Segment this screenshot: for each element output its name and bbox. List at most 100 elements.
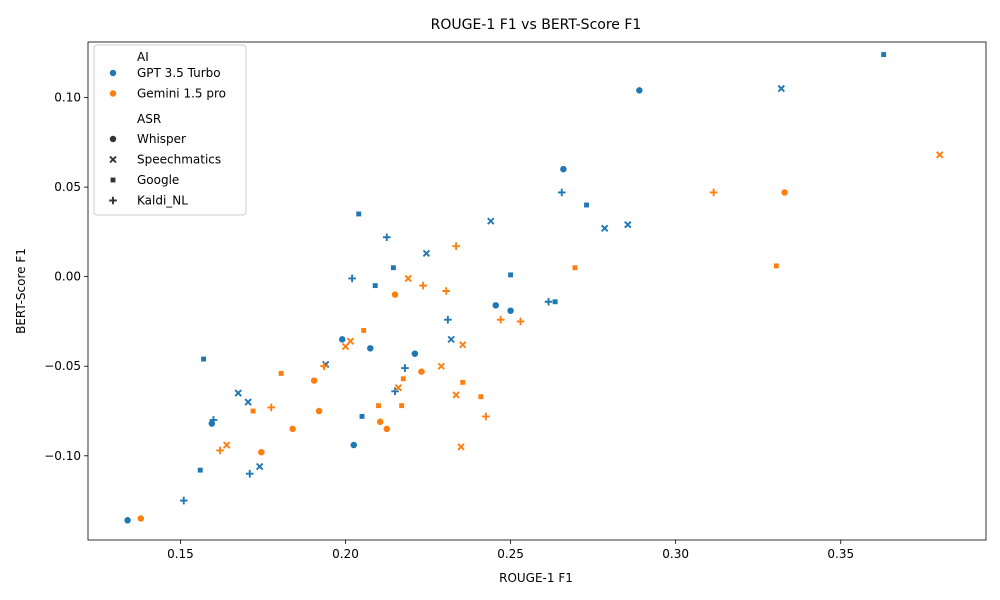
legend: AI GPT 3.5 Turbo Gemini 1.5 pro ASR Whisp…	[93, 44, 247, 216]
y-tick-label: 0.05	[54, 180, 81, 194]
data-point-circle	[376, 417, 385, 426]
data-point-circle	[123, 516, 132, 525]
data-point-square	[277, 370, 285, 377]
data-point-x	[244, 398, 252, 406]
data-point-circle	[288, 424, 297, 433]
data-point-square	[200, 355, 207, 363]
x-axis: 0.15 0.20 0.25 0.30 0.35	[167, 540, 854, 561]
data-point-circle	[338, 335, 347, 344]
legend-style-marker	[109, 155, 117, 164]
data-point-plus	[516, 317, 525, 326]
data-point-square	[552, 298, 559, 305]
data-point-square	[390, 264, 397, 271]
legend-style-label: Kaldi_NL	[137, 194, 188, 208]
x-tick-label: 0.20	[332, 547, 359, 561]
data-point-square	[459, 379, 466, 386]
data-point-square	[358, 413, 366, 420]
legend-style-label: Google	[137, 173, 179, 187]
data-point-square	[372, 282, 379, 289]
data-point-square	[375, 402, 382, 409]
legend-hue-marker	[109, 69, 117, 77]
y-tick-label: −0.10	[44, 449, 81, 463]
chart-title: ROUGE-1 F1 vs BERT-Score F1	[431, 17, 642, 33]
data-point-x	[624, 221, 632, 229]
data-point-circle	[382, 424, 391, 433]
data-point-x	[394, 384, 403, 392]
x-tick-label: 0.25	[497, 547, 524, 561]
legend-style-marker	[109, 196, 117, 205]
data-point-x	[457, 443, 465, 451]
data-point-x	[404, 274, 412, 283]
data-point-x	[452, 391, 460, 399]
data-point-x	[346, 337, 355, 345]
data-point-plus	[557, 188, 566, 197]
legend-hue-label: GPT 3.5 Turbo	[137, 66, 221, 80]
data-point-plus	[391, 387, 399, 396]
x-axis-label: ROUGE-1 F1	[499, 571, 573, 585]
x-tick-label: 0.35	[827, 547, 854, 561]
data-point-x	[341, 342, 350, 351]
data-point-square	[400, 375, 407, 382]
data-point-circle	[635, 86, 644, 95]
data-point-plus	[382, 233, 391, 242]
data-point-square	[398, 402, 405, 409]
data-point-plus	[419, 281, 427, 290]
legend-style-marker	[109, 135, 117, 143]
data-point-x	[256, 462, 264, 471]
data-point-x	[459, 341, 467, 349]
data-point-square	[880, 51, 887, 58]
data-point-plus	[544, 297, 553, 306]
data-point-circle	[410, 349, 419, 358]
data-point-x	[234, 389, 242, 397]
data-point-circle	[310, 376, 319, 385]
data-point-x	[222, 441, 231, 449]
data-point-plus	[245, 469, 254, 478]
data-point-plus	[209, 416, 218, 424]
data-point-circle	[391, 290, 399, 299]
x-tick-label: 0.15	[167, 547, 194, 561]
data-point-square	[197, 466, 204, 474]
data-point-plus	[444, 315, 452, 324]
legend-style-marker	[109, 176, 117, 184]
legend-box	[93, 44, 247, 216]
data-point-square	[360, 327, 367, 334]
data-point-square	[249, 407, 257, 415]
data-point-plus	[401, 364, 409, 372]
legend-style-label: Speechmatics	[137, 153, 221, 167]
legend-hue-entries: GPT 3.5 Turbo Gemini 1.5 pro	[109, 66, 226, 101]
data-point-square	[477, 393, 485, 400]
y-tick-label: 0.00	[54, 270, 81, 284]
legend-hue-title: AI	[137, 50, 149, 64]
data-point-plus	[348, 274, 356, 283]
data-point-plus	[216, 446, 224, 455]
data-point-x	[447, 335, 455, 344]
data-point-square	[583, 201, 590, 209]
data-point-plus	[496, 315, 505, 324]
data-point-x	[936, 151, 944, 159]
data-point-plus	[267, 403, 276, 412]
y-axis: −0.10 −0.05 0.00 0.05 0.10	[44, 91, 88, 463]
data-point-plus	[442, 287, 451, 295]
data-point-square	[355, 210, 362, 218]
data-point-x	[422, 249, 431, 258]
legend-style-label: Whisper	[137, 132, 186, 146]
data-point-plus	[179, 496, 188, 505]
data-point-square	[507, 271, 514, 279]
data-point-plus	[452, 242, 460, 251]
data-marks	[123, 51, 944, 525]
legend-style-title: ASR	[137, 112, 161, 126]
y-axis-label: BERT-Score F1	[14, 248, 28, 334]
data-point-plus	[709, 188, 718, 197]
legend-hue-marker	[109, 89, 117, 98]
legend-style-entries: Whisper Speechmatics Google Kaldi_NL	[109, 132, 221, 208]
data-point-plus	[482, 412, 490, 421]
data-point-circle	[315, 407, 324, 415]
y-tick-label: 0.10	[54, 91, 81, 105]
data-point-circle	[257, 448, 266, 457]
y-tick-label: −0.05	[44, 359, 81, 373]
data-point-circle	[417, 367, 426, 376]
legend-hue-label: Gemini 1.5 pro	[137, 87, 226, 101]
data-point-circle	[349, 441, 358, 450]
data-point-x	[601, 224, 609, 232]
